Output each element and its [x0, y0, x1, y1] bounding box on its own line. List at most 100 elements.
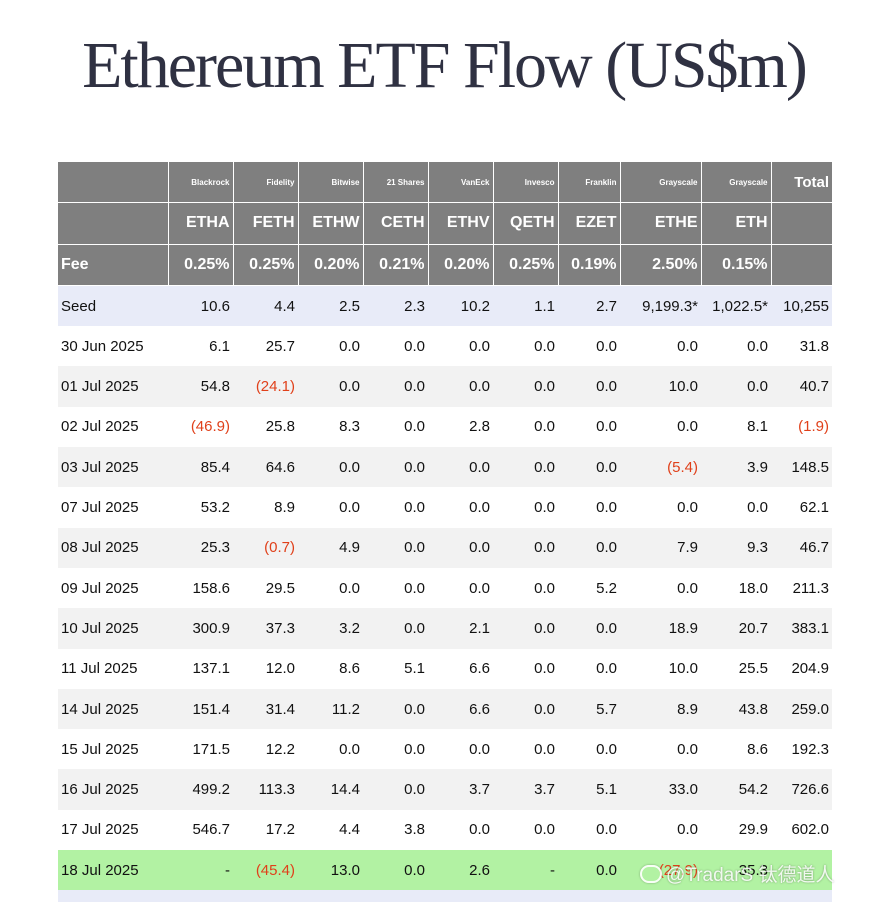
flow-cell: (24.1)	[233, 366, 298, 407]
flow-cell: 6.6	[428, 648, 493, 689]
flow-cell: 0.0	[363, 406, 428, 448]
date-cell: 15 Jul 2025	[58, 729, 168, 770]
flow-cell: 0.0	[363, 567, 428, 609]
issuer-header-row: Blackrock Fidelity Bitwise 21 Shares Van…	[58, 162, 832, 204]
flow-cell: 18.9	[620, 608, 701, 649]
flow-cell: 29.9	[701, 809, 771, 851]
flow-cell: (46.9)	[168, 406, 233, 448]
total-cell: 383.1	[771, 608, 832, 649]
flow-cell: 0.0	[363, 326, 428, 367]
date-cell: 30 Jun 2025	[58, 326, 168, 367]
flow-cell: 0.0	[363, 729, 428, 770]
total-cell: 259.0	[771, 688, 832, 730]
flow-cell: 0.0	[558, 366, 620, 407]
flow-cell: (27.9)	[620, 850, 701, 891]
flow-cell: 0.0	[620, 567, 701, 609]
flow-cell: 0.0	[558, 809, 620, 851]
date-cell: 10 Jul 2025	[58, 608, 168, 649]
flow-cell: 0.0	[363, 769, 428, 810]
flow-cell: 0.0	[493, 729, 558, 770]
date-cell: 01 Jul 2025	[58, 366, 168, 407]
ticker-header: ETHW	[298, 202, 364, 245]
flow-cell: 6.6	[428, 688, 493, 730]
total-cell: 726.6	[771, 769, 832, 810]
fee-value: 0.20%	[298, 244, 364, 286]
flow-cell: 0.0	[298, 729, 363, 770]
flow-cell: 3.7	[428, 769, 493, 810]
flow-cell: 0.0	[493, 447, 558, 488]
fee-value: 0.25%	[233, 244, 299, 286]
date-cell: 09 Jul 2025	[58, 567, 168, 609]
page-title: Ethereum ETF Flow (US$m)	[82, 29, 808, 102]
flow-cell: 0.0	[558, 326, 620, 367]
flow-cell: 25.7	[233, 326, 298, 367]
flow-cell: 12.2	[233, 729, 298, 770]
total-cell: 31.8	[771, 326, 832, 367]
flow-cell: (0.7)	[233, 527, 298, 568]
flow-cell	[363, 890, 428, 902]
table-row: 11 Jul 2025 137.1 12.0 8.6 5.1 6.6 0.0 0.0 10.0 2…	[58, 648, 832, 689]
flow-cell: 1.1	[493, 285, 558, 327]
total-header: Total	[771, 162, 832, 204]
flow-cell: 3.9	[701, 447, 771, 488]
table-row: 08 Jul 2025 25.3 (0.7) 4.9 0.0 0.0 0.0 0.0 7.9 9.…	[58, 527, 832, 568]
flow-cell: 0.0	[428, 447, 493, 488]
flow-cell: 0.0	[428, 809, 493, 851]
total-cell: 10,255	[771, 285, 832, 327]
flow-cell: 43.8	[701, 688, 771, 730]
flow-cell: 8.1	[701, 406, 771, 448]
table-row: 15 Jul 2025 171.5 12.2 0.0 0.0 0.0 0.0 0.0 0.0 8.…	[58, 729, 832, 770]
flow-cell: 10.6	[168, 285, 233, 327]
flow-cell: 33.0	[620, 769, 701, 810]
table-row: 01 Jul 2025 54.8 (24.1) 0.0 0.0 0.0 0.0 0.0 10.0…	[58, 366, 832, 407]
ticker-header: CETH	[363, 202, 429, 245]
issuer-header: Invesco	[493, 162, 559, 204]
flow-cell: 2.8	[428, 406, 493, 448]
flow-cell: 0.0	[493, 326, 558, 367]
flow-cell: -	[168, 850, 233, 891]
date-cell: 07 Jul 2025	[58, 487, 168, 528]
fee-header-row: Fee 0.25% 0.25% 0.20% 0.21% 0.20% 0.25% …	[58, 244, 832, 286]
date-cell: 02 Jul 2025	[58, 406, 168, 448]
total-cell: 192.3	[771, 729, 832, 770]
issuer-header: Franklin	[558, 162, 621, 204]
fee-value: 0.25%	[493, 244, 559, 286]
flow-cell: 10.2	[428, 285, 493, 327]
table-row: 07 Jul 2025 53.2 8.9 0.0 0.0 0.0 0.0 0.0 0.0 0.0 6…	[58, 487, 832, 528]
flow-cell: 0.0	[428, 366, 493, 407]
flow-cell: 13.0	[298, 850, 363, 891]
flow-cell: 20.7	[701, 608, 771, 649]
table-row: 10 Jul 2025 300.9 37.3 3.2 0.0 2.1 0.0 0.0 18.9 2…	[58, 608, 832, 649]
flow-cell: 0.0	[428, 326, 493, 367]
flow-cell: 5.7	[558, 688, 620, 730]
flow-cell: 6.1	[168, 326, 233, 367]
flow-cell: 17.2	[233, 809, 298, 851]
flow-cell: 0.0	[701, 487, 771, 528]
table-row	[58, 890, 832, 902]
total-cell: 148.5	[771, 447, 832, 488]
flow-cell: -	[493, 850, 558, 891]
flow-cell: 0.0	[298, 487, 363, 528]
flow-cell: 0.0	[558, 406, 620, 448]
flow-cell: 8.9	[620, 688, 701, 730]
flow-cell: 5.1	[363, 648, 428, 689]
flow-cell: 113.3	[233, 769, 298, 810]
flow-cell: 9,199.3*	[620, 285, 701, 327]
flow-cell: 0.0	[558, 527, 620, 568]
flow-cell: 54.8	[168, 366, 233, 407]
flow-cell: 0.0	[493, 809, 558, 851]
flow-cell: 37.3	[233, 608, 298, 649]
flow-cell: 25.8	[233, 406, 298, 448]
date-cell: 18 Jul 2025	[58, 850, 168, 891]
header-cell	[58, 162, 169, 204]
total-cell	[771, 850, 832, 891]
date-cell: 11 Jul 2025	[58, 648, 168, 689]
flow-cell: (5.4)	[620, 447, 701, 488]
date-cell: 08 Jul 2025	[58, 527, 168, 568]
flow-cell: 64.6	[233, 447, 298, 488]
flow-cell: 137.1	[168, 648, 233, 689]
flow-cell: 0.0	[363, 688, 428, 730]
flow-cell: 4.9	[298, 527, 363, 568]
flow-cell: 7.9	[620, 527, 701, 568]
flow-cell: (45.4)	[233, 850, 298, 891]
